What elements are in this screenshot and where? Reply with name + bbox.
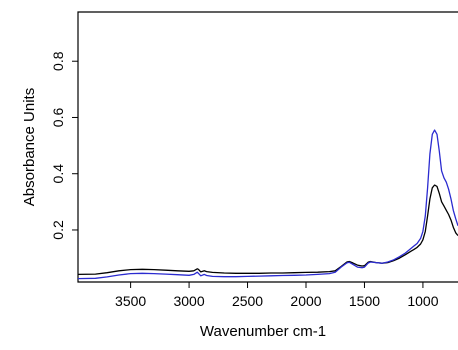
x-tick-label: 1000 — [407, 293, 438, 309]
y-axis-ticks: 0.2 0.4 0.6 0.8 — [50, 51, 78, 240]
x-tick-label: 1500 — [349, 293, 380, 309]
y-tick-label: 0.4 — [50, 164, 66, 184]
y-tick-label: 0.8 — [50, 51, 66, 71]
series-layer — [77, 129, 458, 280]
y-axis-label: Absorbance Units — [21, 88, 38, 206]
plot-frame — [77, 11, 458, 283]
series-line-2 — [77, 129, 458, 280]
x-tick-label: 3000 — [173, 293, 204, 309]
y-tick-label: 0.6 — [50, 108, 66, 128]
x-tick-label: 2500 — [232, 293, 263, 309]
x-tick-label: 3500 — [115, 293, 146, 309]
x-tick-label: 2000 — [290, 293, 321, 309]
y-tick-label: 0.2 — [50, 220, 66, 240]
x-axis-label: Wavenumber cm-1 — [200, 323, 326, 340]
x-axis-ticks: 3500 3000 2500 2000 1500 1000 — [115, 282, 439, 309]
series-line-1 — [77, 184, 458, 276]
plot-area — [77, 11, 458, 283]
